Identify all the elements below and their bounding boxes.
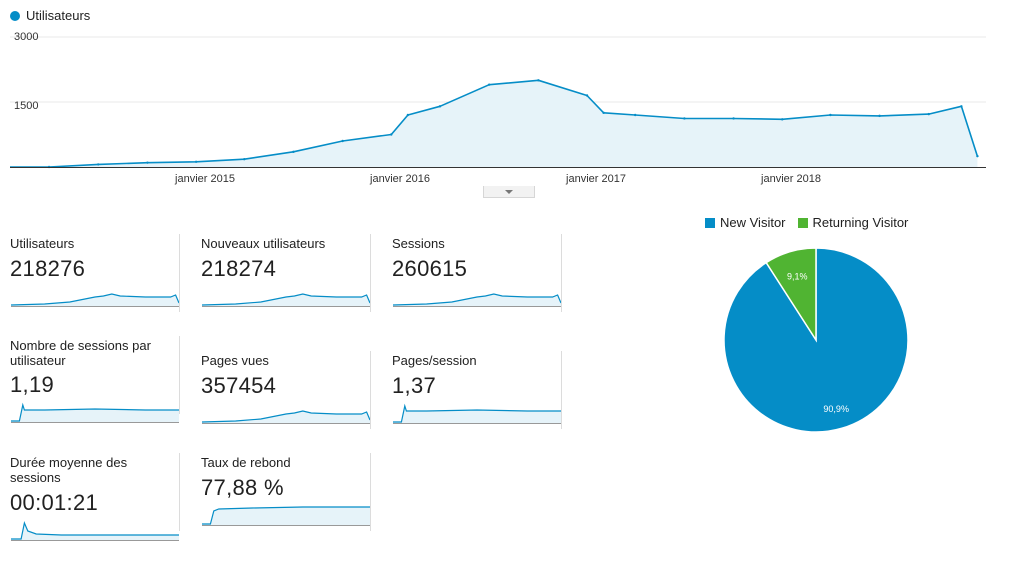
users-data-point [732, 117, 735, 120]
x-tick-2016: janvier 2016 [370, 173, 430, 185]
metric-sparkline [202, 506, 370, 526]
metric-pages-per-session[interactable]: Pages/session 1,37 [392, 351, 562, 429]
users-data-point [390, 133, 393, 136]
metric-sparkline [392, 293, 562, 307]
users-data-point [927, 112, 930, 116]
users-data-point [537, 79, 540, 82]
users-data-point [960, 105, 963, 108]
metric-sessions[interactable]: Sessions 260615 [392, 234, 562, 312]
users-data-point [194, 160, 198, 163]
pie-slice-returning-visitor [765, 247, 817, 343]
sparkline-fill [11, 294, 179, 307]
sparkline-line [202, 506, 370, 525]
users-data-point [683, 117, 686, 120]
chart-collapse-toggle[interactable] [483, 186, 535, 198]
users-data-point [976, 154, 979, 158]
users-data-point [487, 83, 491, 86]
legend-item-new-visitor[interactable]: New Visitor [705, 215, 786, 230]
metric-label: Taux de rebond [201, 455, 291, 470]
users-data-point [97, 163, 100, 166]
pie-legend: New Visitor Returning Visitor [705, 215, 920, 230]
chevron-down-icon [505, 189, 513, 194]
y-tick-1500: 1500 [14, 100, 39, 112]
users-data-point [829, 113, 832, 117]
users-data-point [292, 150, 295, 154]
users-data-point [781, 118, 784, 121]
metric-label: Nombre de sessions par utilisateur [10, 338, 151, 368]
metric-label: Sessions [392, 236, 445, 251]
x-tick-2015: janvier 2015 [175, 173, 235, 185]
sparkline-fill [202, 507, 370, 526]
metric-value: 77,88 % [201, 475, 284, 500]
sparkline-fill [202, 411, 370, 424]
metric-label: Durée moyenne des sessions [10, 455, 128, 485]
sparkline-fill [202, 294, 370, 307]
main-chart-legend[interactable]: Utilisateurs [10, 8, 90, 23]
metric-new-users[interactable]: Nouveaux utilisateurs 218274 [201, 234, 371, 312]
sparkline-line [201, 410, 371, 423]
metric-value: 218276 [10, 256, 86, 281]
sparkline-line [11, 520, 179, 540]
metric-value: 1,19 [10, 372, 55, 397]
legend-swatch [797, 217, 808, 228]
y-tick-3000: 3000 [14, 31, 39, 43]
metric-sparkline [393, 403, 561, 424]
users-area-fill [10, 80, 978, 167]
legend-label: Utilisateurs [26, 8, 91, 23]
sparkline-line [10, 293, 180, 306]
metric-label: Pages vues [201, 353, 269, 368]
x-tick-2017: janvier 2017 [566, 173, 626, 185]
sparkline-fill [11, 405, 179, 423]
legend-label: Returning Visitor [812, 215, 909, 230]
sparkline-fill [11, 523, 179, 541]
users-area-chart [10, 36, 986, 169]
sparkline-fill [393, 406, 561, 424]
legend-swatch [705, 217, 715, 228]
metric-sparkline [11, 402, 179, 423]
pie-slice-label: 9,1% [787, 271, 808, 281]
metric-value: 357454 [201, 373, 277, 398]
metric-value: 218274 [201, 256, 277, 281]
users-data-point [146, 161, 149, 164]
sparkline-line [11, 402, 179, 422]
metric-label: Nouveaux utilisateurs [201, 236, 326, 251]
users-data-point [341, 139, 344, 143]
users-data-point [633, 113, 637, 117]
metric-sparkline [11, 520, 179, 541]
metric-sessions-per-user[interactable]: Nombre de sessions par utilisateur 1,19 [10, 336, 180, 423]
metric-value: 1,37 [392, 373, 437, 398]
sparkline-line [201, 293, 371, 306]
metric-value: 00:01:21 [10, 490, 99, 515]
users-data-point [438, 105, 442, 108]
legend-label: New Visitor [720, 215, 786, 230]
series-color-dot [10, 10, 20, 21]
metric-sparkline [201, 293, 371, 307]
users-data-point [243, 158, 246, 161]
users-data-point [406, 113, 410, 117]
legend-item-returning-visitor[interactable]: Returning Visitor [797, 215, 909, 230]
metric-label: Utilisateurs [10, 236, 75, 251]
sparkline-line [393, 403, 561, 423]
users-data-point [602, 111, 605, 115]
metric-sparkline [10, 293, 180, 307]
users-data-point [585, 94, 589, 97]
metric-bounce-rate[interactable]: Taux de rebond 77,88 % [201, 453, 371, 531]
metric-avg-session-duration[interactable]: Durée moyenne des sessions 00:01:21 [10, 453, 180, 541]
sparkline-line [392, 293, 562, 306]
metric-pageviews[interactable]: Pages vues 357454 [201, 351, 371, 429]
metric-value: 260615 [392, 256, 468, 281]
x-tick-2018: janvier 2018 [761, 173, 821, 185]
metric-sparkline [201, 410, 371, 424]
pie-slice-label: 90,9% [823, 404, 849, 414]
metric-label: Pages/session [392, 353, 477, 368]
metric-users[interactable]: Utilisateurs 218276 [10, 234, 180, 312]
sparkline-fill [393, 294, 561, 307]
users-data-point [878, 114, 881, 118]
visitor-type-pie-chart: 90,9% 9,1% [723, 247, 909, 433]
users-series-line [10, 79, 979, 168]
